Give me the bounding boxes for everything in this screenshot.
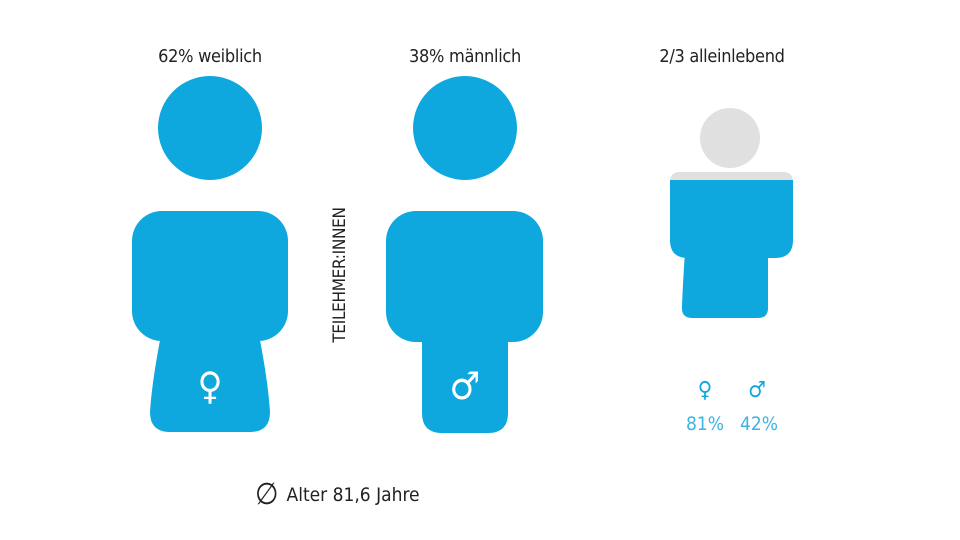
participants-vertical-label: TEILEHMER:INNEN	[330, 207, 350, 343]
female-symbol-icon: ♀	[697, 378, 713, 403]
female-symbol-icon: ♀	[197, 364, 223, 408]
male-figure	[386, 76, 543, 433]
female-living-alone-percent: 81%	[686, 413, 724, 435]
male-living-alone-percent: 42%	[740, 413, 778, 435]
average-age: ∅ Alter 81,6 Jahre	[255, 480, 420, 510]
female-figure	[132, 76, 288, 432]
male-symbol-icon: ♂	[748, 378, 766, 403]
average-age-text: Alter 81,6 Jahre	[286, 484, 420, 506]
male-share-label: 38% männlich	[409, 46, 521, 67]
average-symbol-icon: ∅	[255, 477, 279, 512]
living-alone-figure	[670, 108, 793, 318]
female-share-label: 62% weiblich	[158, 46, 262, 67]
male-symbol-icon: ♂	[449, 364, 481, 408]
living-alone-label: 2/3 alleinlebend	[659, 46, 785, 67]
